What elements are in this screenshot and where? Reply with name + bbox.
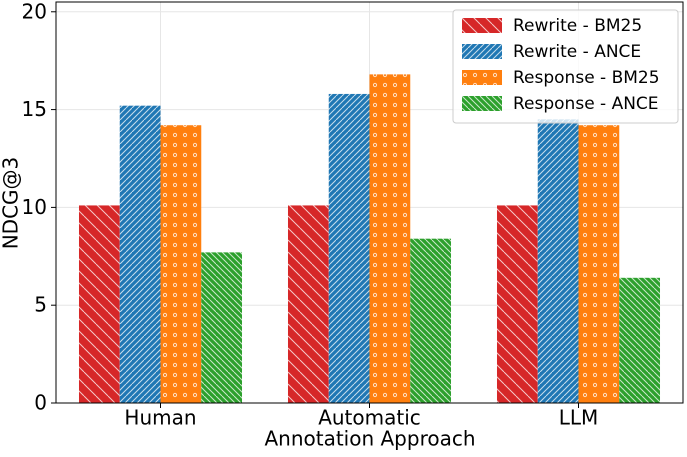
legend-box	[452, 9, 679, 124]
legend-label: Rewrite - BM25	[513, 16, 642, 36]
legend-swatch	[462, 18, 502, 33]
legend-label: Rewrite - ANCE	[513, 42, 641, 62]
x-tick-label: LLM	[559, 406, 599, 430]
bar	[410, 238, 452, 403]
bar	[537, 119, 579, 404]
bar	[619, 277, 661, 403]
x-tick-label: Human	[124, 406, 196, 430]
bar	[287, 205, 329, 403]
bar	[78, 205, 120, 403]
x-tick-label: Automatic	[318, 406, 421, 430]
bar	[578, 125, 620, 404]
y-tick-label: 5	[34, 293, 47, 317]
legend-swatch	[462, 96, 502, 111]
legend-swatch	[462, 44, 502, 59]
bar	[328, 93, 370, 403]
legend-label: Response - BM25	[513, 68, 660, 88]
bar	[201, 252, 243, 403]
y-tick-label: 15	[22, 97, 47, 121]
y-tick-label: 10	[22, 195, 47, 219]
x-axis-label: Annotation Approach	[264, 427, 475, 451]
legend-label: Response - ANCE	[513, 94, 659, 114]
legend-swatch	[462, 70, 502, 85]
plot-frame	[55, 1, 684, 404]
y-tick-label: 0	[34, 391, 47, 415]
bar	[369, 74, 411, 403]
y-tick-label: 20	[22, 0, 47, 23]
bar	[119, 105, 161, 404]
bar	[160, 125, 202, 404]
y-axis-label: NDCG@3	[0, 157, 23, 250]
bar	[496, 205, 538, 403]
